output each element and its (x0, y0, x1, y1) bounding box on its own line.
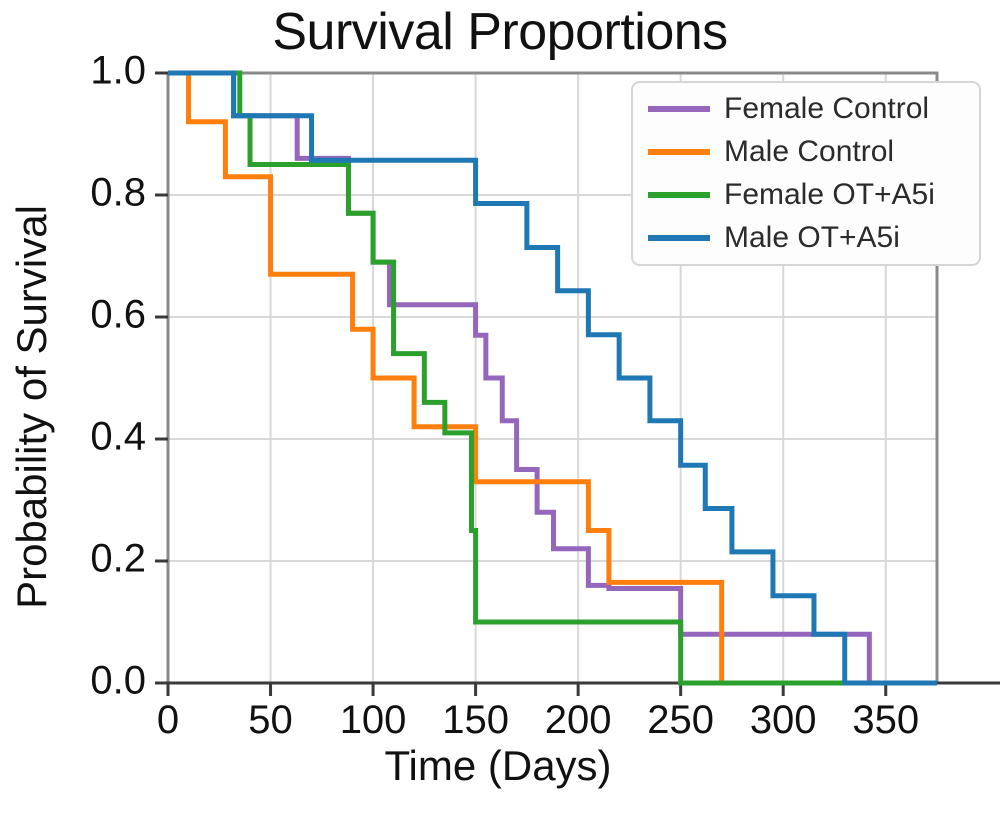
y-tick-label: 0.4 (90, 415, 146, 459)
x-axis-label: Time (Days) (384, 742, 612, 789)
axis-ticks (155, 71, 888, 696)
legend-item-label[interactable]: Female Control (724, 92, 929, 125)
y-tick-labels: 0.0 0.2 0.4 0.6 0.8 1.0 (90, 49, 146, 703)
survival-curves (168, 70, 937, 686)
y-tick-label: 0.6 (90, 293, 146, 337)
plot-frame (166, 71, 939, 683)
x-tick-label: 250 (647, 698, 714, 742)
survival-curve (168, 70, 937, 686)
legend-box (631, 81, 981, 266)
legend-item-label[interactable]: Male Control (724, 135, 894, 168)
x-tick-labels: 0 50 100 150 200 250 300 350 (157, 698, 919, 742)
x-tick-label: 100 (340, 698, 407, 742)
legend[interactable]: Female Control Male Control Female OT+A5i M… (631, 81, 981, 266)
x-tick-label: 150 (442, 698, 509, 742)
y-tick-label: 0.0 (90, 659, 146, 703)
x-tick-label: 0 (157, 698, 179, 742)
legend-item-label[interactable]: Female OT+A5i (724, 178, 935, 211)
x-tick-label: 200 (545, 698, 612, 742)
survival-curve (168, 70, 937, 686)
page-title: Survival Proportions (272, 3, 728, 61)
x-tick-label: 50 (248, 698, 293, 742)
x-tick-label: 350 (852, 698, 919, 742)
y-tick-label: 1.0 (90, 49, 146, 93)
y-tick-label: 0.2 (90, 537, 146, 581)
x-tick-label: 300 (750, 698, 817, 742)
y-tick-label: 0.8 (90, 171, 146, 215)
survival-curve (168, 70, 937, 686)
legend-item-label[interactable]: Male OT+A5i (724, 221, 900, 254)
